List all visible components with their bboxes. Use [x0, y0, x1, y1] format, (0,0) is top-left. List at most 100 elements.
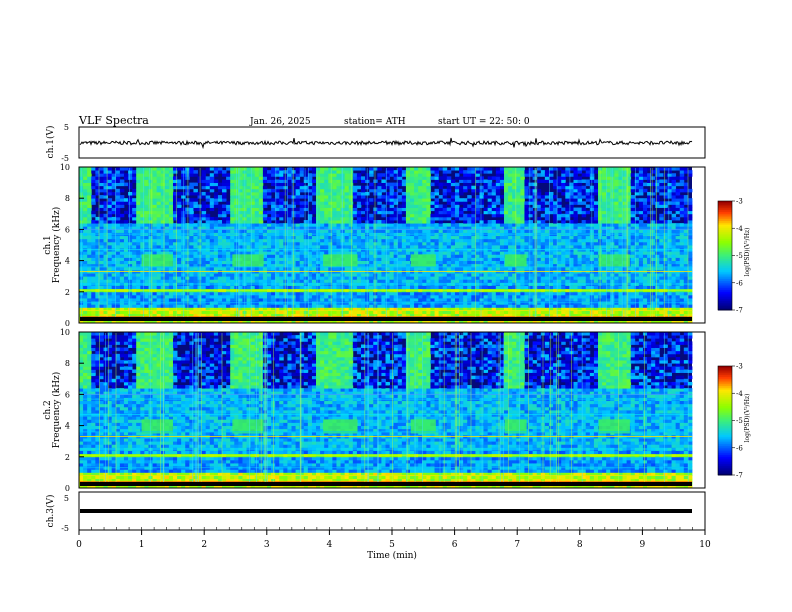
spec1-cell	[405, 229, 411, 233]
spec1-cell	[422, 251, 427, 255]
spec1-cell	[508, 170, 513, 174]
spec1-cell	[454, 173, 460, 177]
spec1-cell	[283, 235, 288, 240]
spec1-cell	[463, 291, 468, 296]
spec1-cell	[213, 260, 219, 265]
spec1-cell	[479, 213, 484, 218]
spec1-cell	[132, 273, 137, 277]
spec1-cell	[328, 276, 333, 280]
spec1-cell	[377, 263, 382, 268]
spec1-cell	[487, 238, 493, 243]
spec1-cell	[438, 226, 444, 230]
spec1-cell	[83, 210, 88, 215]
spec1-cell	[119, 279, 125, 283]
spec1-cell	[250, 167, 256, 171]
spec1-cell	[389, 251, 395, 255]
spec1-cell	[373, 266, 378, 271]
spec1-cell	[177, 207, 182, 212]
spec1-cell	[144, 198, 149, 202]
spec1-cell	[185, 185, 190, 190]
spec1-cell	[95, 251, 100, 255]
spec1-cell	[422, 188, 427, 193]
spec1-cell	[320, 167, 325, 171]
spec1-cell	[467, 198, 472, 202]
spec1-cell	[508, 223, 513, 227]
spec1-cell	[471, 298, 476, 302]
spec1-cell	[385, 185, 390, 190]
spec1-cell	[201, 254, 207, 258]
spec1-cell	[422, 241, 427, 246]
spec1-cell	[140, 238, 145, 243]
spec1-cell	[422, 176, 427, 180]
spec1-cell	[426, 173, 431, 177]
spec1-cell	[83, 276, 88, 280]
spec1-cell	[107, 279, 113, 283]
spec1-cell	[389, 304, 395, 308]
spec1-cell	[217, 294, 223, 299]
spec1-cell	[132, 238, 137, 243]
spec1-cell	[172, 304, 178, 308]
spec1-cell	[271, 245, 276, 249]
spec1-cell	[136, 245, 141, 249]
spec1-cell	[107, 285, 113, 290]
spec1-cell	[295, 257, 301, 261]
spec1-cell	[279, 294, 284, 299]
spec1-cell	[446, 179, 452, 183]
spec1-cell	[287, 251, 292, 255]
spec1-cell	[410, 313, 415, 318]
spec1-cell	[246, 298, 252, 302]
spec1-cell	[344, 201, 350, 205]
spec1-cell	[442, 188, 448, 193]
spec1-cell	[123, 223, 129, 227]
spec1-cell	[414, 167, 419, 171]
spec1-cell	[226, 319, 231, 324]
spec1-cell	[373, 167, 378, 171]
spec1-cell	[87, 229, 92, 233]
spec1-cell	[209, 273, 215, 277]
spec1-cell	[487, 229, 493, 233]
spec1-cell	[324, 294, 329, 299]
spec1-cell	[148, 210, 153, 215]
spec1-cell	[487, 167, 493, 171]
spec1-cell	[132, 245, 137, 249]
spec1-cell	[287, 195, 292, 199]
spec1-cell	[95, 191, 100, 196]
spec1-cell	[377, 294, 382, 299]
spec1-cell	[303, 220, 309, 224]
spec1-cell	[201, 291, 207, 296]
spec1-cell	[164, 235, 170, 240]
spec1-cell	[103, 263, 109, 268]
spec1-cell	[508, 207, 513, 212]
spec1-cell	[246, 201, 252, 205]
spec1-cell	[103, 238, 109, 243]
spec1-cell	[299, 213, 305, 218]
spec1-cell	[332, 313, 337, 318]
spec1-cell	[446, 263, 452, 268]
spec1-cell	[254, 276, 260, 280]
spec1-cell	[205, 313, 211, 318]
spec1-cell	[483, 291, 489, 296]
spec1-cell	[487, 179, 493, 183]
spec1-cell	[91, 291, 96, 296]
spec1-cell	[491, 313, 497, 318]
spec1-cell	[136, 195, 141, 199]
spec1-cell	[99, 319, 104, 324]
spec1-cell	[222, 170, 227, 174]
spec1-cell	[487, 226, 493, 230]
spec1-cell	[262, 298, 268, 302]
spec1-cell	[164, 319, 170, 324]
spec1-cell	[213, 310, 219, 315]
spec1-cell	[115, 179, 121, 183]
spec1-cell	[144, 204, 149, 208]
spec1-cell	[389, 310, 395, 315]
spec1-cell	[132, 220, 137, 224]
spec1-cell	[91, 235, 96, 240]
spec1-cell	[397, 254, 403, 258]
spec1-cell	[148, 182, 153, 187]
spec1-cell	[152, 198, 158, 202]
spec1-cell	[266, 173, 272, 177]
spec1-cell	[348, 241, 354, 246]
spec1-cell	[508, 304, 513, 308]
spec1-cell	[205, 216, 211, 221]
spec1-cell	[328, 266, 333, 271]
